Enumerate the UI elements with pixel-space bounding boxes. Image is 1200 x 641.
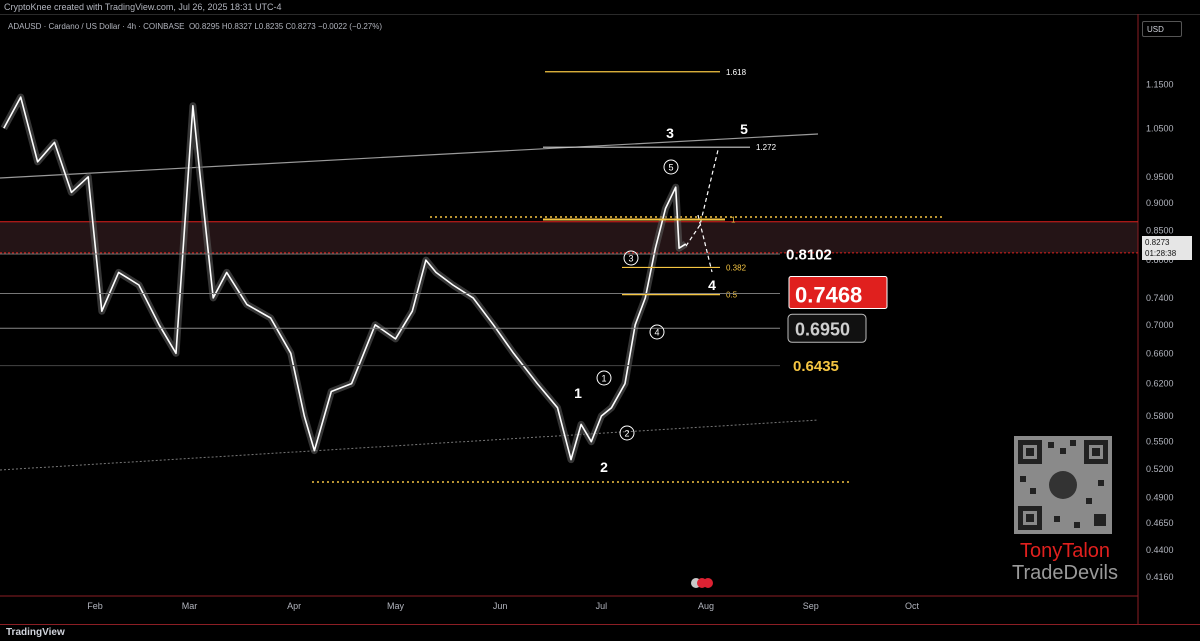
price-level-label: 0.6435 xyxy=(793,358,839,375)
x-tick-label: Mar xyxy=(182,601,198,611)
fib-level-label: 0.5 xyxy=(726,291,738,300)
tradingview-logo[interactable]: TradingView xyxy=(6,627,65,638)
fib-level-label: 1.272 xyxy=(756,143,777,152)
fib-level-label: 0.382 xyxy=(726,263,747,272)
wave-label: 4 xyxy=(708,277,716,293)
x-tick-label: Sep xyxy=(803,601,819,611)
lower-trendline xyxy=(0,419,819,471)
x-tick-label: Aug xyxy=(698,601,714,611)
x-tick-label: Oct xyxy=(905,601,920,611)
sub-wave-label: 5 xyxy=(668,163,673,173)
y-tick-label: 0.5800 xyxy=(1146,411,1174,421)
fib-level-label: 1 xyxy=(731,215,736,224)
y-tick-label: 1.0500 xyxy=(1146,123,1174,133)
sub-wave-circle xyxy=(619,425,635,441)
y-tick-label: 0.6200 xyxy=(1146,379,1174,389)
wave-label: 2 xyxy=(600,459,608,475)
chart-frame xyxy=(0,14,1200,625)
x-tick-label: Jun xyxy=(493,601,508,611)
price-level-badge xyxy=(787,313,867,343)
sub-wave-label: 1 xyxy=(601,374,606,384)
sub-wave-label: 4 xyxy=(654,328,659,338)
sub-wave-circle xyxy=(623,250,639,266)
y-tick-label: 0.5200 xyxy=(1146,464,1174,474)
wave-label: 1 xyxy=(574,385,582,401)
x-tick-label: Jul xyxy=(596,601,608,611)
sub-wave-label: 3 xyxy=(628,254,633,264)
y-tick-label: 0.9000 xyxy=(1146,198,1174,208)
upper-trendline xyxy=(0,133,819,179)
x-tick-label: Apr xyxy=(287,601,301,611)
y-tick-label: 0.5500 xyxy=(1146,437,1174,447)
projection-down xyxy=(697,214,713,273)
y-tick-label: 0.4400 xyxy=(1146,545,1174,555)
y-tick-label: 0.8000 xyxy=(1146,255,1174,265)
ohlc-values: O0.8295 H0.8327 L0.8235 C0.8273 −0.0022 … xyxy=(188,22,382,31)
qr-code-icon xyxy=(1014,436,1112,534)
y-tick-label: 1.1500 xyxy=(1146,79,1174,89)
price-envelope xyxy=(0,93,688,464)
x-tick-label: May xyxy=(387,601,405,611)
last-price-tag: 0.8273 01:28:38 xyxy=(1142,236,1192,260)
x-tick-label: Feb xyxy=(87,601,103,611)
footer-bar: TradingView xyxy=(0,624,1200,641)
price-level-label: 0.6950 xyxy=(795,319,850,339)
top-bar: CryptoKnee created with TradingView.com,… xyxy=(0,0,1200,14)
sub-wave-circle xyxy=(596,370,612,386)
us-flag-icon[interactable] xyxy=(690,577,714,589)
symbol-label: ADAUSD · Cardano / US Dollar · 4h · COIN… xyxy=(8,22,185,31)
y-tick-label: 0.4900 xyxy=(1146,493,1174,503)
watermark-brand: TonyTalon TradeDevils xyxy=(1005,540,1125,584)
price-level-badge xyxy=(788,275,888,309)
fib-level-label: 1.618 xyxy=(726,68,747,77)
y-tick-label: 0.8500 xyxy=(1146,226,1174,236)
price-line xyxy=(3,96,687,461)
y-tick-label: 0.7400 xyxy=(1146,293,1174,303)
price-level-label: 0.8102 xyxy=(786,246,832,263)
y-tick-label: 0.4160 xyxy=(1146,572,1174,582)
y-tick-label: 0.4650 xyxy=(1146,518,1174,528)
y-tick-label: 0.9500 xyxy=(1146,172,1174,182)
resistance-zone xyxy=(0,221,1138,253)
brand-name-bottom: TradeDevils xyxy=(1012,562,1118,584)
brand-name-top: TonyTalon xyxy=(1019,540,1111,562)
bar-countdown: 01:28:38 xyxy=(1145,249,1177,258)
currency-button[interactable]: USD xyxy=(1142,21,1182,37)
projection-up xyxy=(685,149,719,247)
sub-wave-circle xyxy=(663,159,679,175)
last-price-value: 0.8273 xyxy=(1145,238,1170,247)
wave-label: 5 xyxy=(740,121,748,137)
y-tick-label: 0.7000 xyxy=(1146,320,1174,330)
chart-legend: ADAUSD · Cardano / US Dollar · 4h · COIN… xyxy=(8,22,382,31)
wave-label: 3 xyxy=(666,125,674,141)
y-tick-label: 0.6600 xyxy=(1146,348,1174,358)
sub-wave-circle xyxy=(649,324,665,340)
price-level-label: 0.7468 xyxy=(795,282,862,307)
sub-wave-label: 2 xyxy=(624,429,629,439)
chart-credit: CryptoKnee created with TradingView.com,… xyxy=(4,2,282,12)
